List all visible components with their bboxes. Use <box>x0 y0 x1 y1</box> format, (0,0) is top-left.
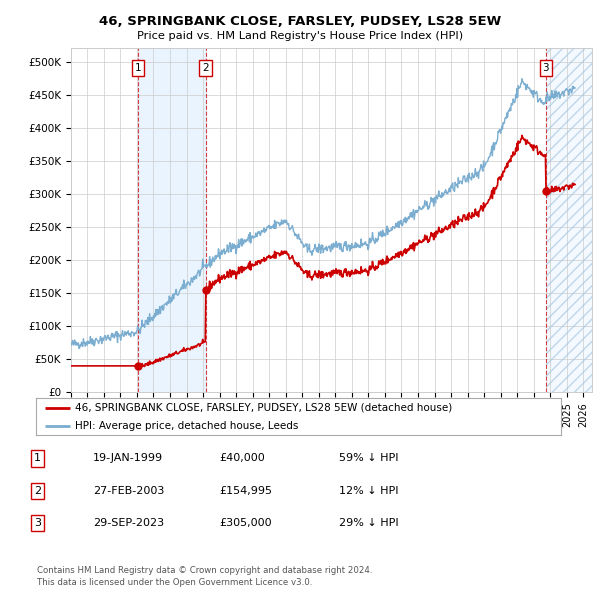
Text: 27-FEB-2003: 27-FEB-2003 <box>93 486 164 496</box>
Text: 46, SPRINGBANK CLOSE, FARSLEY, PUDSEY, LS28 5EW: 46, SPRINGBANK CLOSE, FARSLEY, PUDSEY, L… <box>99 15 501 28</box>
Text: 2: 2 <box>202 63 209 73</box>
Text: 12% ↓ HPI: 12% ↓ HPI <box>339 486 398 496</box>
Text: 1: 1 <box>134 63 141 73</box>
Text: 3: 3 <box>34 519 41 528</box>
Text: 29% ↓ HPI: 29% ↓ HPI <box>339 519 398 528</box>
Text: HPI: Average price, detached house, Leeds: HPI: Average price, detached house, Leed… <box>76 421 299 431</box>
Bar <box>546 48 592 392</box>
Text: £40,000: £40,000 <box>219 454 265 463</box>
Text: 59% ↓ HPI: 59% ↓ HPI <box>339 454 398 463</box>
Bar <box>546 48 592 392</box>
Bar <box>138 48 206 392</box>
Text: £154,995: £154,995 <box>219 486 272 496</box>
Text: 3: 3 <box>542 63 549 73</box>
Text: 19-JAN-1999: 19-JAN-1999 <box>93 454 163 463</box>
Text: 1: 1 <box>34 454 41 463</box>
Text: 29-SEP-2023: 29-SEP-2023 <box>93 519 164 528</box>
Text: Contains HM Land Registry data © Crown copyright and database right 2024.
This d: Contains HM Land Registry data © Crown c… <box>37 566 373 587</box>
Text: 2: 2 <box>34 486 41 496</box>
Text: 46, SPRINGBANK CLOSE, FARSLEY, PUDSEY, LS28 5EW (detached house): 46, SPRINGBANK CLOSE, FARSLEY, PUDSEY, L… <box>76 403 452 413</box>
Text: Price paid vs. HM Land Registry's House Price Index (HPI): Price paid vs. HM Land Registry's House … <box>137 31 463 41</box>
Text: £305,000: £305,000 <box>219 519 272 528</box>
